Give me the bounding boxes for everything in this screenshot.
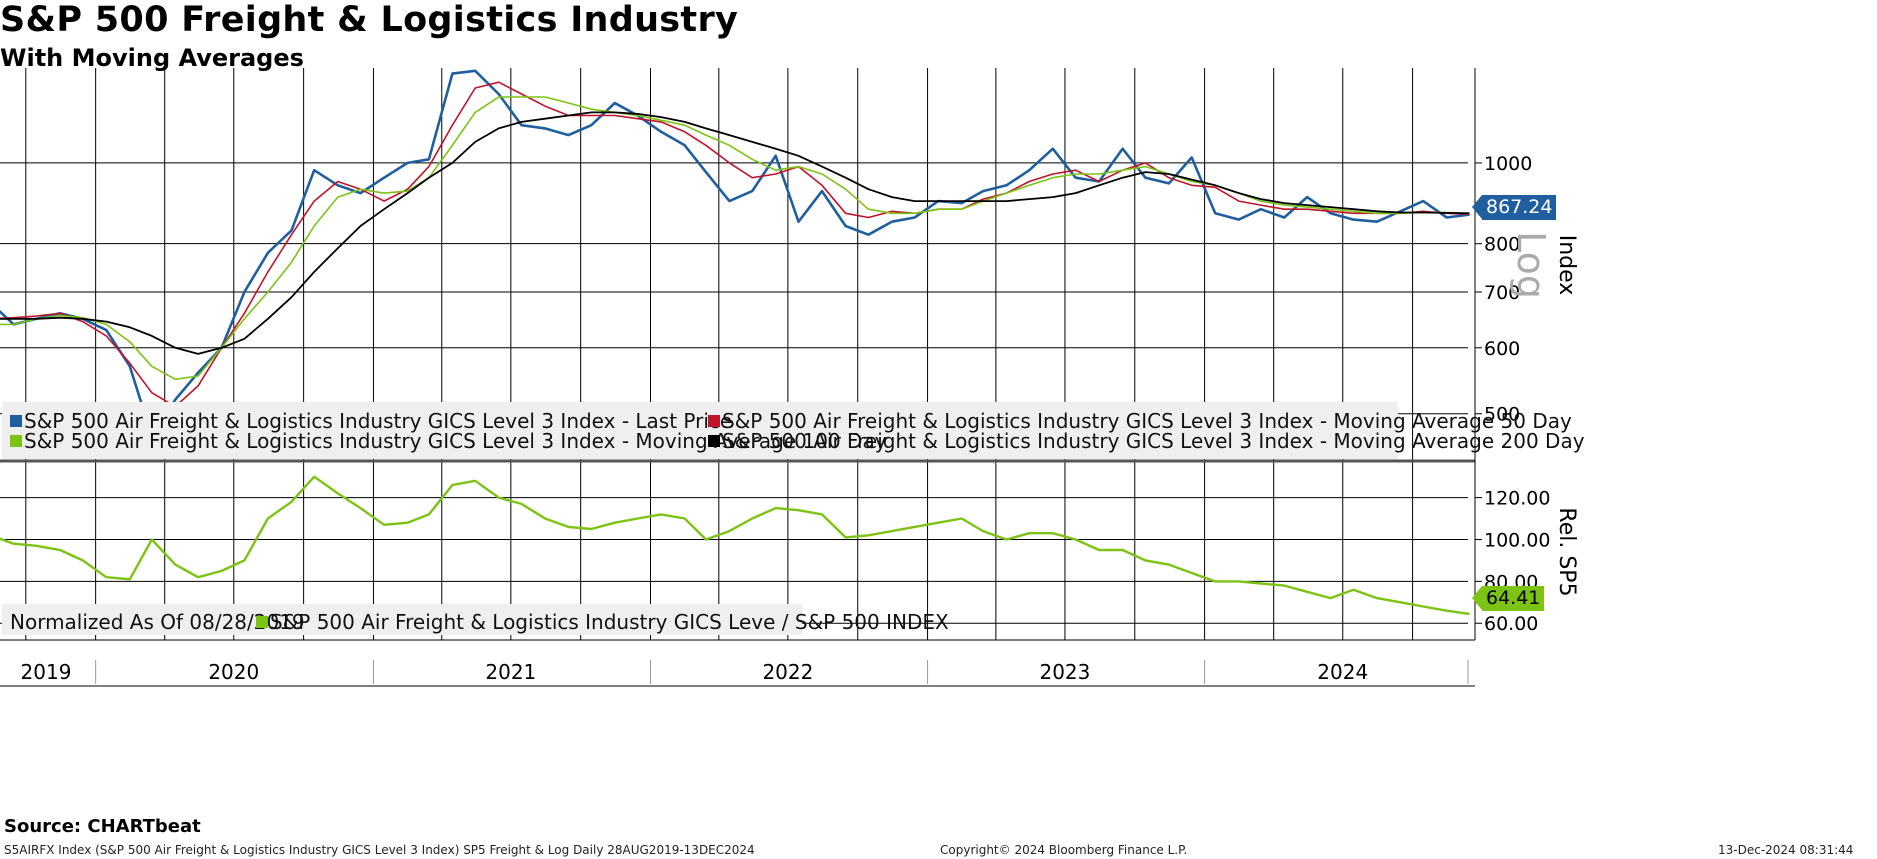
last-price-value-label: 867.24	[1472, 195, 1557, 220]
legend-swatch-last-price	[10, 415, 22, 427]
legend-swatch-ma200	[708, 435, 720, 447]
legend-swatch-ma50	[708, 415, 720, 427]
last-price-value: 867.24	[1486, 196, 1553, 218]
copyright-note: Copyright© 2024 Bloomberg Finance L.P.	[940, 843, 1188, 857]
y-axis-label-lower: Rel. SP5	[1554, 507, 1579, 596]
y-tick-label: 100.00	[1484, 529, 1550, 551]
value-label-pointer	[1472, 586, 1482, 610]
value-label-pointer	[1472, 195, 1482, 219]
legend-swatch-relative	[256, 616, 268, 628]
chart-title: S&P 500 Freight & Logistics Industry	[0, 0, 739, 40]
y-tick-label: 700	[1484, 282, 1520, 304]
series-line-1	[0, 475, 1470, 616]
y-tick-label: 500	[1484, 404, 1520, 426]
y-tick-label: 120.00	[1484, 488, 1550, 510]
legend-label-ma50: S&P 500 Air Freight & Logistics Industry…	[722, 409, 1572, 433]
series-layer	[0, 69, 1470, 616]
series-line-4	[0, 111, 1470, 355]
grid	[0, 68, 1468, 640]
legend-item-last-price: S&P 500 Air Freight & Logistics Industry…	[10, 409, 732, 433]
log-scale-label: Log	[1509, 231, 1553, 299]
y-tick-label: 60.00	[1484, 613, 1538, 635]
legend-label-relative: S&P 500 Air Freight & Logistics Industry…	[270, 610, 949, 634]
x-tick-label: 2019	[21, 660, 72, 684]
source-note: Source: CHARTbeat	[4, 816, 201, 837]
series-line-2	[0, 81, 1470, 408]
legend-item-ma200: S&P 500 Air Freight & Logistics Industry…	[708, 429, 1585, 453]
upper-legend: S&P 500 Air Freight & Logistics Industry…	[2, 402, 1585, 459]
legend-label-ma200: S&P 500 Air Freight & Logistics Industry…	[722, 429, 1585, 453]
legend-normalized-note: Normalized As Of 08/28/2019	[10, 610, 305, 634]
x-tick-label: 2023	[1039, 660, 1090, 684]
x-tick-label: 2021	[485, 660, 536, 684]
legend-item-ma50: S&P 500 Air Freight & Logistics Industry…	[708, 409, 1572, 433]
ticker-description: S5AIRFX Index (S&P 500 Air Freight & Log…	[4, 843, 755, 857]
relative-value-label: 64.41	[1472, 586, 1545, 611]
axes: 500600700800100060.0080.00100.00120.00In…	[0, 68, 1579, 687]
legend-item-ma100: S&P 500 Air Freight & Logistics Industry…	[10, 429, 887, 453]
lower-legend: Normalized As Of 08/28/2019 S&P 500 Air …	[2, 604, 949, 635]
legend-label-ma100: S&P 500 Air Freight & Logistics Industry…	[24, 429, 887, 453]
x-tick-label: 2020	[208, 660, 259, 684]
y-axis-label: Index	[1554, 235, 1579, 296]
legend-swatch-ma100	[10, 435, 22, 447]
x-tick-label: 2024	[1317, 660, 1368, 684]
chart-subtitle: With Moving Averages	[0, 44, 304, 72]
timestamp: 13-Dec-2024 08:31:44	[1718, 843, 1854, 857]
series-line-3	[0, 96, 1470, 381]
legend-item-relative: S&P 500 Air Freight & Logistics Industry…	[256, 610, 949, 634]
y-tick-label: 800	[1484, 234, 1520, 256]
series-line-1	[0, 69, 1470, 438]
legend-label-last-price: S&P 500 Air Freight & Logistics Industry…	[24, 409, 733, 433]
relative-value: 64.41	[1486, 587, 1541, 609]
y-tick-label: 1000	[1484, 153, 1532, 175]
x-tick-label: 2022	[762, 660, 813, 684]
y-tick-label: 600	[1484, 338, 1520, 360]
